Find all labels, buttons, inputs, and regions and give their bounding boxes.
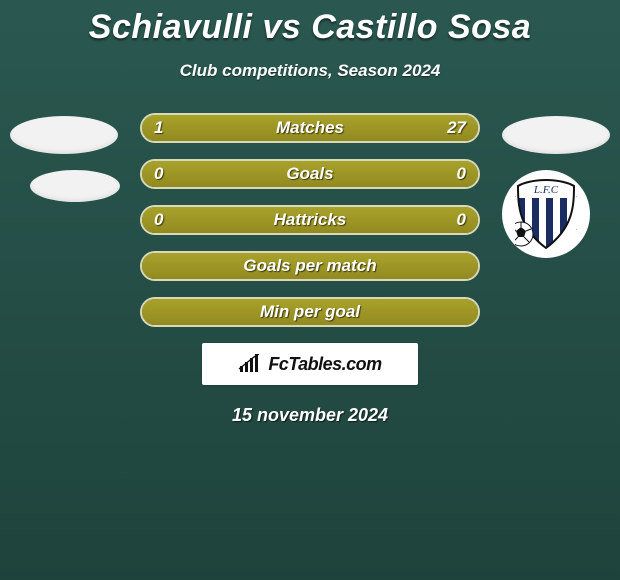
right-player-badges: L.F.C [502,116,610,258]
date-stamp: 15 november 2024 [0,405,620,426]
stat-label: Hattricks [142,207,478,233]
player-avatar-placeholder [10,116,118,154]
crest-monogram: L.F.C [533,184,559,196]
bar-chart-icon [238,354,264,374]
player-avatar-placeholder [502,116,610,154]
stat-label: Matches [142,115,478,141]
stat-bar: 127Matches [140,113,480,143]
club-crest-placeholder [30,170,120,202]
stat-label: Min per goal [142,299,478,325]
brand-watermark: FcTables.com [202,343,418,385]
page-subtitle: Club competitions, Season 2024 [0,61,620,81]
shield-icon: L.F.C [515,178,577,250]
page-title: Schiavulli vs Castillo Sosa [0,0,620,47]
stat-bar: Goals per match [140,251,480,281]
stat-bar: 00Hattricks [140,205,480,235]
stat-bar: Min per goal [140,297,480,327]
stat-bar: 00Goals [140,159,480,189]
stat-label: Goals [142,161,478,187]
brand-text: FcTables.com [268,354,381,375]
stats-comparison: 127Matches 00Goals 00Hattricks Goals per ma… [140,113,480,327]
club-crest: L.F.C [502,170,590,258]
stat-label: Goals per match [142,253,478,279]
club-crest-inner: L.F.C [508,176,584,252]
left-player-badges [10,116,120,218]
